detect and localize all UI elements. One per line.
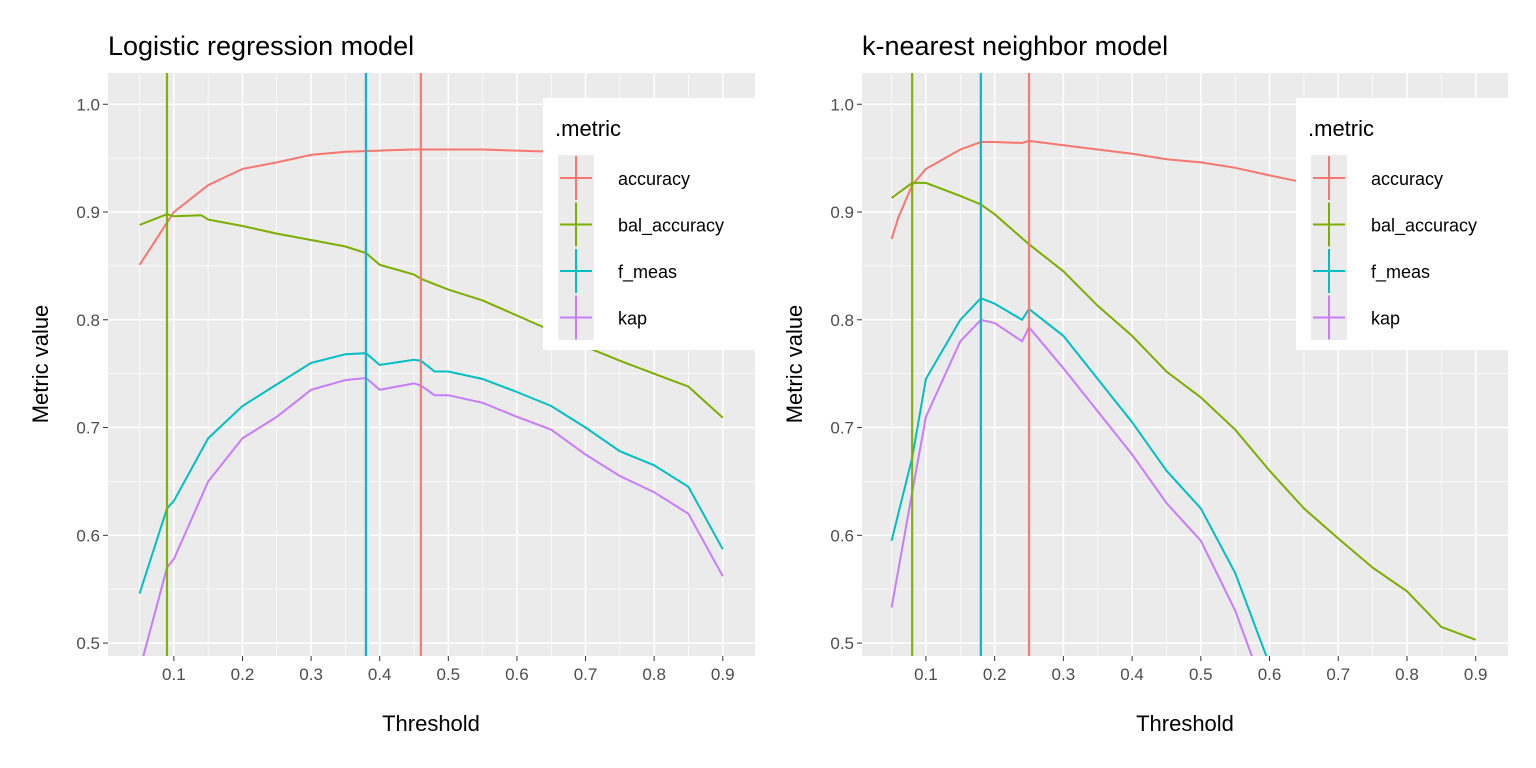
y-tick-label: 0.5 bbox=[76, 634, 100, 653]
x-tick-label: 0.9 bbox=[1464, 665, 1488, 684]
x-tick-label: 0.6 bbox=[1258, 665, 1282, 684]
series-line-bal_accuracy bbox=[891, 181, 1477, 641]
panel-title: Logistic regression model bbox=[108, 31, 414, 61]
legend-label-f_meas: f_meas bbox=[618, 262, 677, 283]
x-tick-label: 0.4 bbox=[1120, 665, 1144, 684]
y-axis-title: Metric value bbox=[28, 305, 53, 424]
x-tick-label: 0.8 bbox=[642, 665, 666, 684]
x-tick-label: 0.1 bbox=[162, 665, 186, 684]
x-tick-label: 0.3 bbox=[1052, 665, 1076, 684]
series-line-f_meas bbox=[138, 352, 724, 594]
y-tick-label: 1.0 bbox=[830, 95, 854, 114]
x-tick-label: 0.2 bbox=[983, 665, 1007, 684]
x-tick-label: 0.3 bbox=[299, 665, 323, 684]
x-axis-title: Threshold bbox=[1136, 711, 1234, 736]
y-tick-label: 0.5 bbox=[830, 634, 854, 653]
y-tick-label: 0.6 bbox=[76, 526, 100, 545]
legend-label-bal_accuracy: bal_accuracy bbox=[1371, 216, 1477, 237]
y-tick-label: 0.9 bbox=[830, 203, 854, 222]
x-tick-label: 0.5 bbox=[1189, 665, 1213, 684]
x-axis-title: Threshold bbox=[382, 711, 480, 736]
y-tick-label: 0.8 bbox=[830, 311, 854, 330]
x-tick-label: 0.2 bbox=[231, 665, 255, 684]
series-line-kap bbox=[142, 376, 724, 656]
series-line-accuracy bbox=[890, 139, 1476, 240]
x-tick-label: 0.5 bbox=[436, 665, 460, 684]
x-tick-label: 0.1 bbox=[914, 665, 938, 684]
y-tick-label: 0.6 bbox=[830, 526, 854, 545]
plot-marks bbox=[890, 73, 1477, 656]
panel-logistic-regression: Logistic regression model Threshold Metr… bbox=[28, 31, 758, 736]
legend-label-accuracy: accuracy bbox=[1371, 169, 1443, 189]
y-tick-label: 0.8 bbox=[76, 311, 100, 330]
y-tick-label: 0.7 bbox=[76, 419, 100, 438]
y-tick-label: 1.0 bbox=[76, 95, 100, 114]
legend-label-accuracy: accuracy bbox=[618, 169, 690, 189]
legend-label-kap: kap bbox=[1371, 309, 1400, 329]
panel-title: k-nearest neighbor model bbox=[862, 31, 1168, 61]
legend-title: .metric bbox=[1308, 116, 1374, 141]
y-axis-title: Metric value bbox=[782, 305, 807, 424]
series-line-bal_accuracy bbox=[139, 213, 724, 419]
x-tick-label: 0.6 bbox=[505, 665, 529, 684]
legend-label-kap: kap bbox=[618, 309, 647, 329]
y-tick-label: 0.7 bbox=[830, 419, 854, 438]
x-tick-label: 0.7 bbox=[574, 665, 598, 684]
legend-label-f_meas: f_meas bbox=[1371, 262, 1430, 283]
x-tick-label: 0.8 bbox=[1395, 665, 1419, 684]
legend-title: .metric bbox=[555, 116, 621, 141]
x-tick-label: 0.7 bbox=[1326, 665, 1350, 684]
x-tick-label: 0.4 bbox=[368, 665, 392, 684]
y-tick-label: 0.9 bbox=[76, 203, 100, 222]
legend-label-bal_accuracy: bal_accuracy bbox=[618, 216, 724, 237]
plot-marks bbox=[138, 73, 724, 656]
x-tick-label: 0.9 bbox=[711, 665, 735, 684]
panel-knn: k-nearest neighbor model Threshold Metri… bbox=[782, 31, 1511, 736]
